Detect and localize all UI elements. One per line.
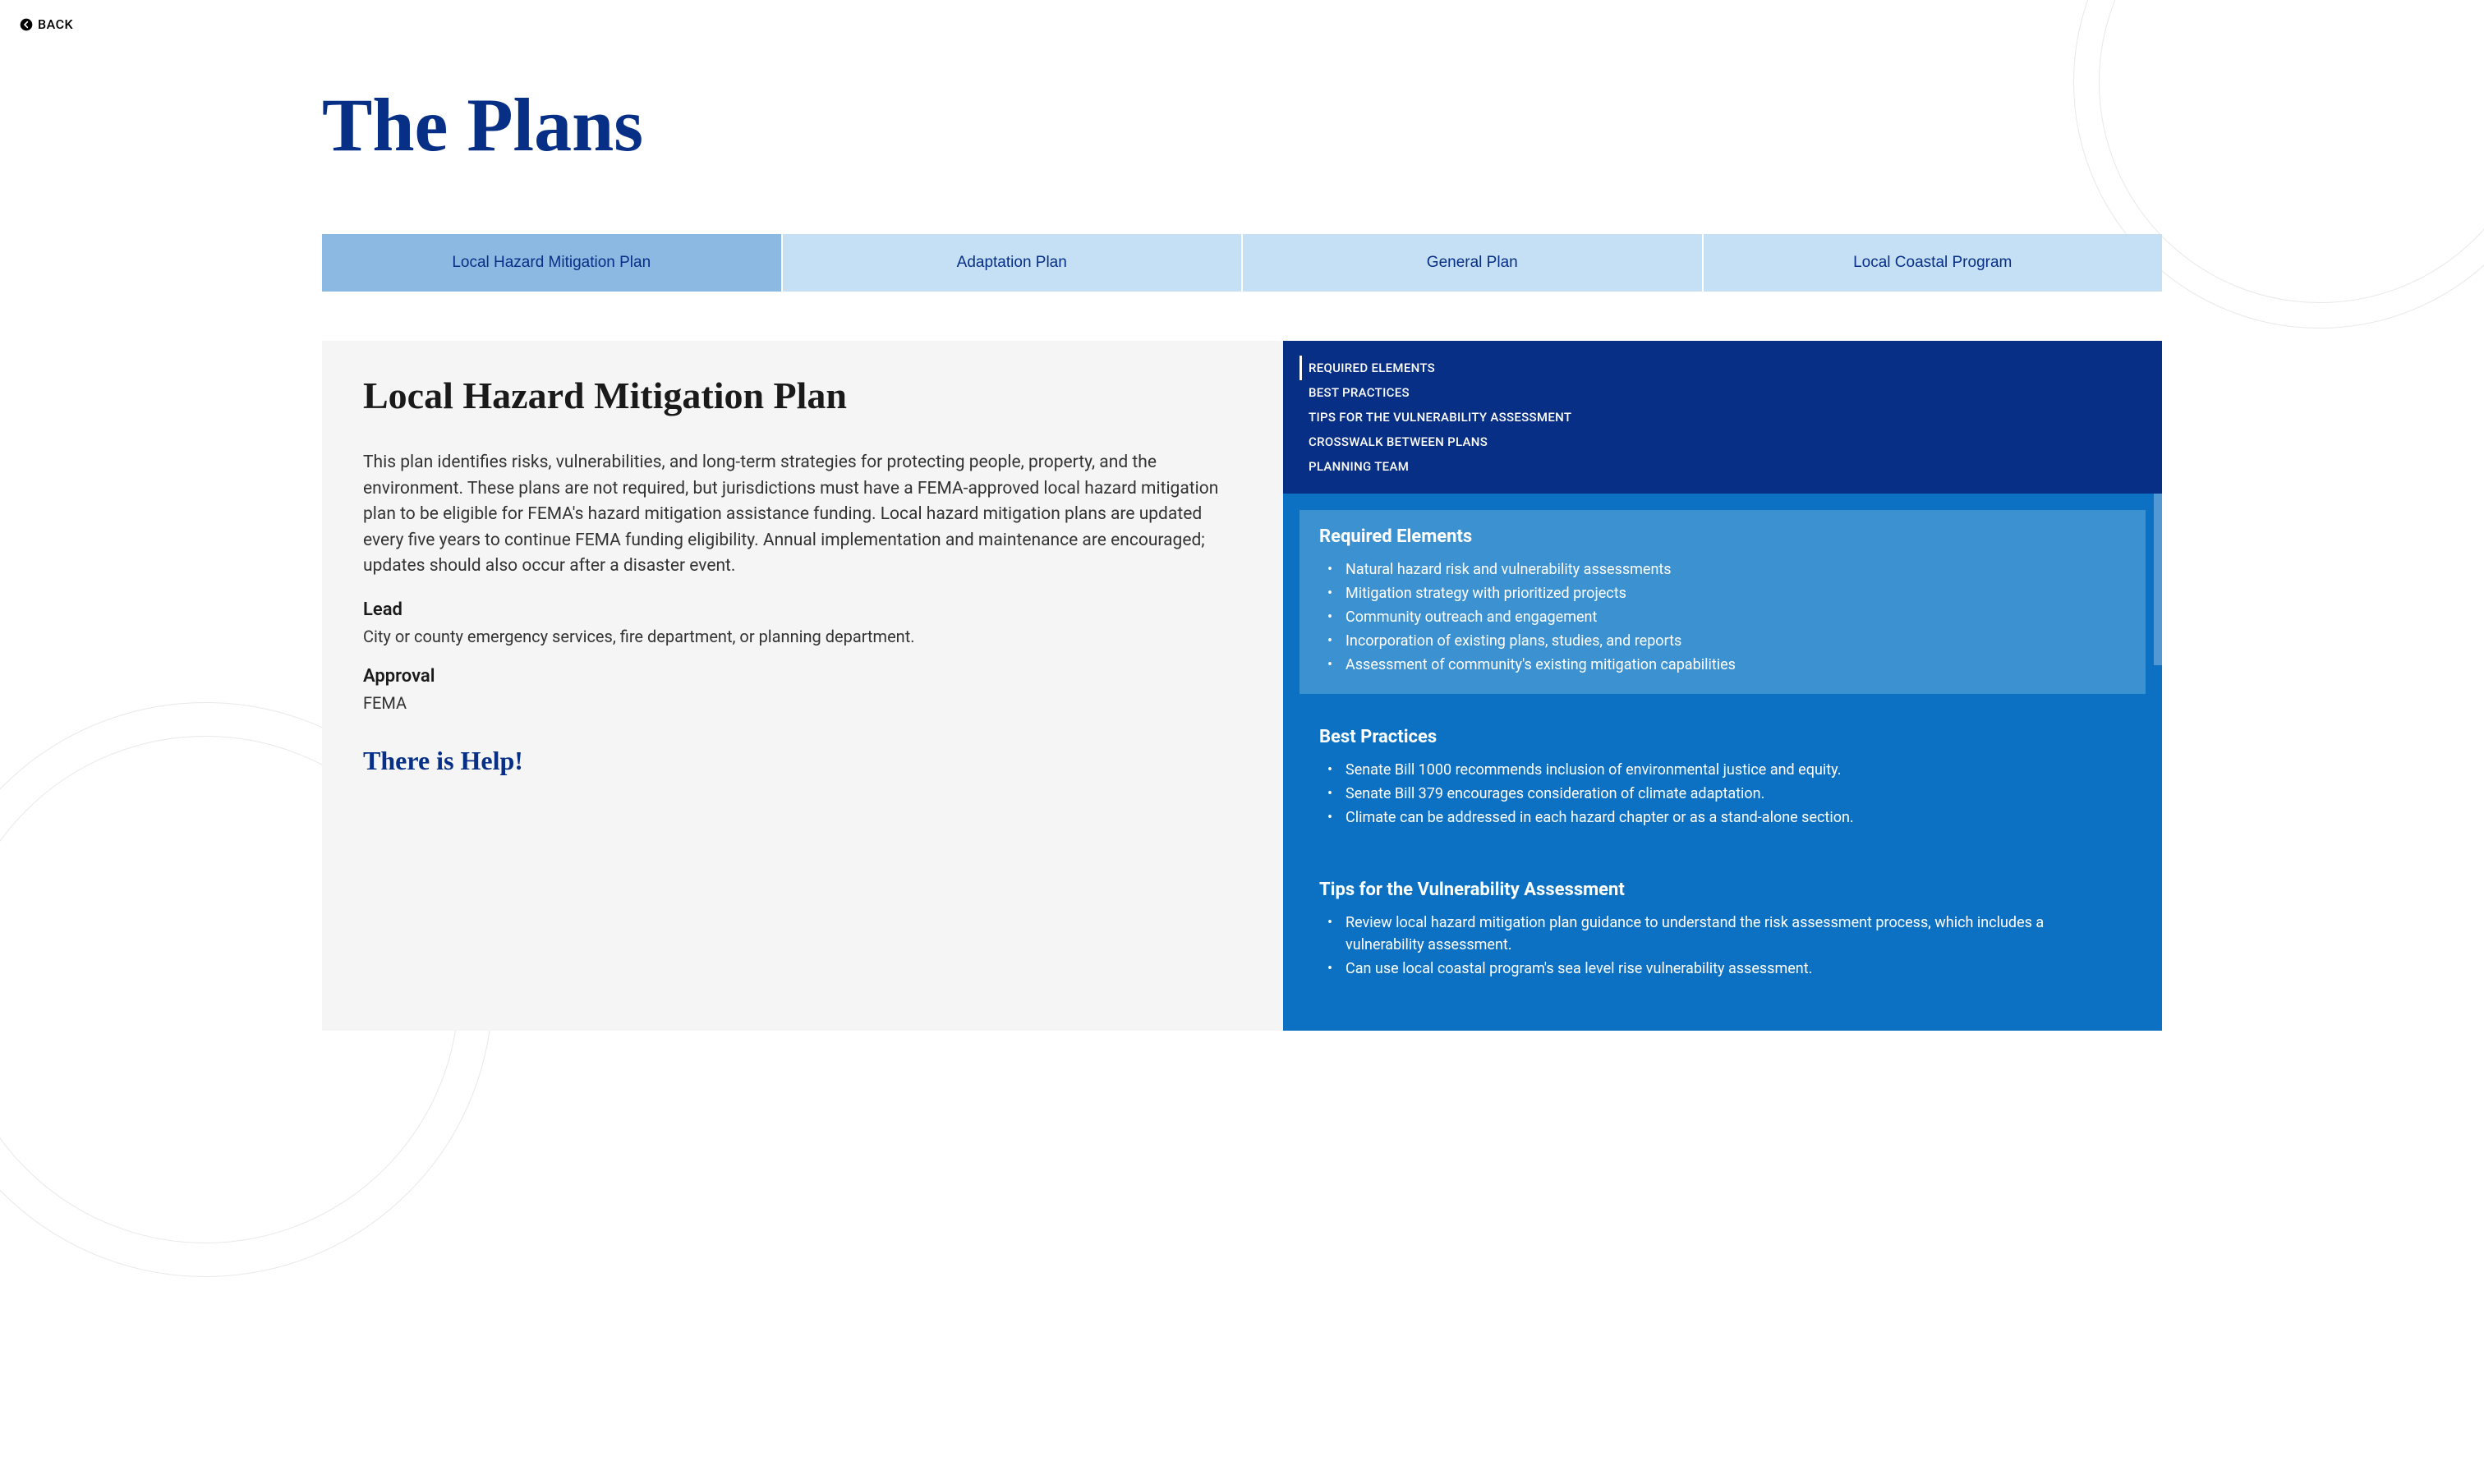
list-item: Senate Bill 1000 recommends inclusion of…: [1339, 759, 2126, 781]
right-panel: REQUIRED ELEMENTSBEST PRACTICESTIPS FOR …: [1283, 341, 2162, 1031]
list-item: Mitigation strategy with prioritized pro…: [1339, 582, 2126, 604]
list-item: Senate Bill 379 encourages consideration…: [1339, 783, 2126, 805]
approval-text: FEMA: [363, 693, 1242, 713]
nav-item-best-practices[interactable]: BEST PRACTICES: [1300, 380, 2146, 405]
content-area: Local Hazard Mitigation Plan This plan i…: [322, 341, 2162, 1031]
info-section-required-elements: Required Elements Natural hazard risk and…: [1300, 510, 2146, 694]
info-list: Natural hazard risk and vulnerability as…: [1319, 558, 2126, 676]
back-arrow-icon: [20, 18, 33, 31]
sidebar-nav: REQUIRED ELEMENTSBEST PRACTICESTIPS FOR …: [1283, 341, 2162, 494]
tab-adaptation-plan[interactable]: Adaptation Plan: [783, 234, 1242, 292]
tab-general-plan[interactable]: General Plan: [1243, 234, 1702, 292]
left-panel: Local Hazard Mitigation Plan This plan i…: [322, 341, 1283, 1031]
nav-item-planning-team[interactable]: PLANNING TEAM: [1300, 454, 2146, 479]
info-section-tips-for-the-vulnerability-assessment: Tips for the Vulnerability Assessment Rev…: [1300, 863, 2146, 998]
list-item: Climate can be addressed in each hazard …: [1339, 806, 2126, 829]
info-section-best-practices: Best Practices Senate Bill 1000 recommend…: [1300, 710, 2146, 847]
tabs-container: Local Hazard Mitigation PlanAdaptation P…: [322, 234, 2162, 292]
list-item: Review local hazard mitigation plan guid…: [1339, 912, 2126, 956]
nav-item-required-elements[interactable]: REQUIRED ELEMENTS: [1300, 356, 2146, 380]
list-item: Assessment of community's existing mitig…: [1339, 654, 2126, 676]
tab-local-hazard-mitigation-plan[interactable]: Local Hazard Mitigation Plan: [322, 234, 781, 292]
lead-text: City or county emergency services, fire …: [363, 627, 1242, 646]
back-button[interactable]: BACK: [0, 0, 93, 48]
info-heading: Required Elements: [1319, 526, 2126, 547]
approval-label: Approval: [363, 666, 1242, 687]
nav-item-tips-for-the-vulnerability-assessment[interactable]: TIPS FOR THE VULNERABILITY ASSESSMENT: [1300, 405, 2146, 430]
list-item: Can use local coastal program's sea leve…: [1339, 958, 2126, 980]
info-list: Senate Bill 1000 recommends inclusion of…: [1319, 759, 2126, 829]
scrollbar-indicator[interactable]: [2154, 494, 2162, 665]
list-item: Natural hazard risk and vulnerability as…: [1339, 558, 2126, 581]
plan-title: Local Hazard Mitigation Plan: [363, 374, 1242, 417]
lead-label: Lead: [363, 600, 1242, 620]
info-list: Review local hazard mitigation plan guid…: [1319, 912, 2126, 980]
info-heading: Tips for the Vulnerability Assessment: [1319, 880, 2126, 900]
back-label: BACK: [38, 16, 73, 32]
sections-container: Required Elements Natural hazard risk and…: [1283, 494, 2162, 1031]
list-item: Community outreach and engagement: [1339, 606, 2126, 628]
nav-item-crosswalk-between-plans[interactable]: CROSSWALK BETWEEN PLANS: [1300, 430, 2146, 454]
tab-local-coastal-program[interactable]: Local Coastal Program: [1704, 234, 2163, 292]
page-title: The Plans: [322, 81, 2162, 168]
list-item: Incorporation of existing plans, studies…: [1339, 630, 2126, 652]
help-title: There is Help!: [363, 746, 1242, 776]
info-heading: Best Practices: [1319, 727, 2126, 747]
plan-description: This plan identifies risks, vulnerabilit…: [363, 450, 1242, 580]
